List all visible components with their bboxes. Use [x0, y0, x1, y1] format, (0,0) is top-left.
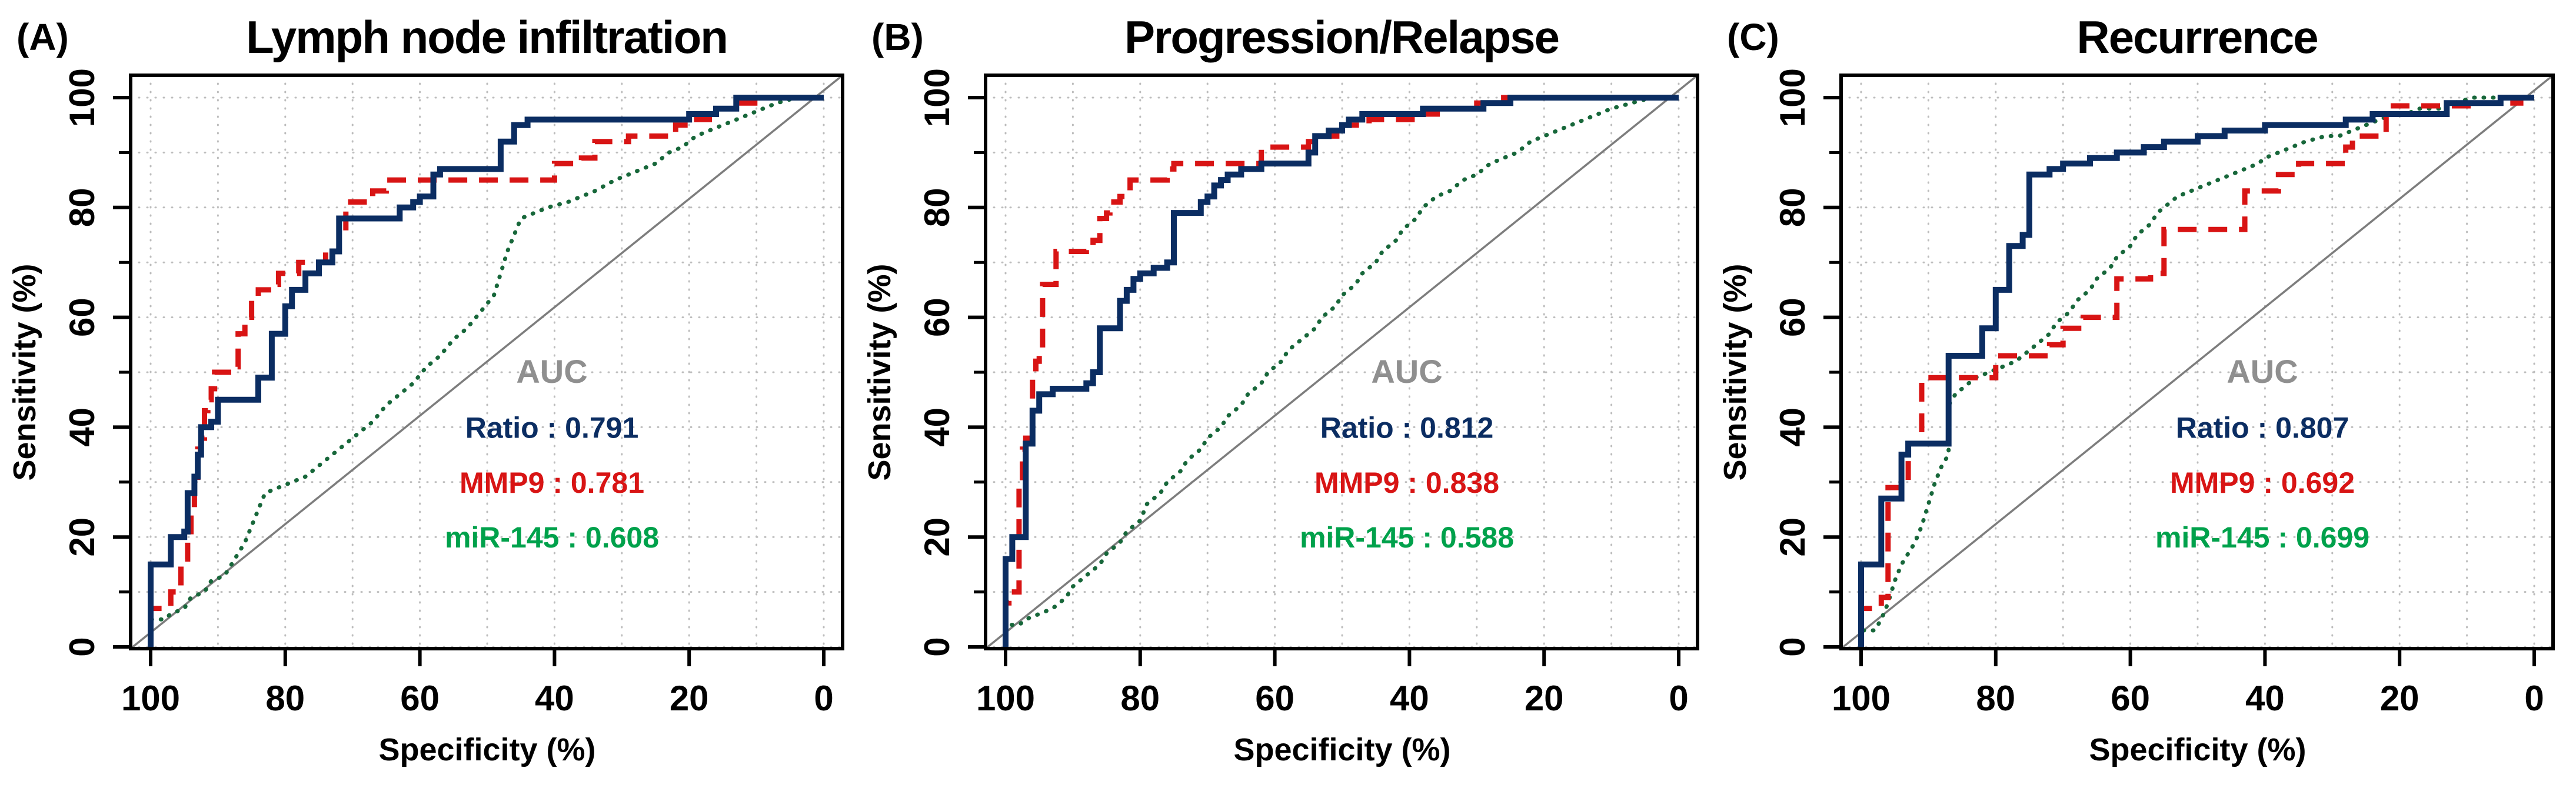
x-tick-label: 40 — [535, 679, 574, 718]
panel-a-letter: (A) — [16, 16, 69, 58]
roc-curve-mmp9 — [148, 95, 824, 647]
y-tick-label: 80 — [62, 188, 102, 227]
panel-c-title: Recurrence — [2076, 11, 2318, 63]
x-axis-title: Specificity (%) — [1233, 732, 1450, 767]
x-tick-label: 80 — [1120, 679, 1160, 718]
legend-entry-mmp9: MMP9 : 0.781 — [460, 466, 644, 499]
y-tick-label: 60 — [62, 298, 102, 337]
y-axis-title: Sensitivity (%) — [7, 263, 42, 480]
legend-title: AUC — [516, 353, 587, 390]
legend-title: AUC — [1371, 353, 1442, 390]
x-tick-label: 20 — [670, 679, 709, 718]
x-tick-label: 60 — [1255, 679, 1294, 718]
plot-box — [984, 74, 1699, 650]
y-tick-label: 40 — [917, 408, 957, 447]
x-tick-label: 0 — [2524, 679, 2544, 718]
y-tick-label: 20 — [917, 517, 957, 557]
x-tick-label: 60 — [2111, 679, 2150, 718]
diagonal-reference-line — [1840, 74, 2554, 650]
roc-plot-a: 100 80 60 40 20 0 0 20 40 60 80 100 Specificity (%) S… — [7, 68, 844, 767]
roc-curve-mmp9 — [1858, 95, 2534, 647]
diagonal-reference-line — [129, 74, 844, 650]
legend-entry-mir-145: miR-145 : 0.699 — [2155, 521, 2369, 554]
x-axis-title: Specificity (%) — [2089, 732, 2306, 767]
x-tick-label: 40 — [1390, 679, 1429, 718]
roc-curve-ratio — [1858, 95, 2534, 647]
panel-lymph-node-infiltration: (A) Lymph node infiltration 100 80 60 40 20 0… — [0, 0, 866, 788]
legend-entry-ratio: Ratio : 0.807 — [2176, 411, 2349, 444]
x-tick-label: 20 — [1525, 679, 1564, 718]
legend-entry-mmp9: MMP9 : 0.692 — [2170, 466, 2355, 499]
x-tick-label: 60 — [400, 679, 440, 718]
y-tick-label: 20 — [62, 517, 102, 557]
y-tick-label: 0 — [62, 637, 102, 656]
roc-curve-ratio — [148, 95, 824, 647]
roc-curve-mir-145 — [1003, 95, 1681, 649]
x-tick-label: 40 — [2245, 679, 2285, 718]
roc-curve-mir-145 — [148, 95, 826, 649]
y-tick-label: 80 — [917, 188, 957, 227]
diagonal-reference-line — [984, 74, 1699, 650]
legend-entry-mir-145: miR-145 : 0.588 — [1300, 521, 1514, 554]
roc-plot-b: 100 80 60 40 20 0 0 20 40 60 80 100 Specificity (%) S… — [862, 68, 1699, 767]
y-axis-title: Sensitivity (%) — [1718, 263, 1753, 480]
x-tick-label: 80 — [265, 679, 305, 718]
y-tick-label: 60 — [917, 298, 957, 337]
roc-plot-c: 100 80 60 40 20 0 0 20 40 60 80 100 Specificity (%) S… — [1718, 68, 2555, 767]
legend-title: AUC — [2226, 353, 2298, 390]
panel-c-letter: (C) — [1727, 16, 1779, 58]
y-tick-label: 100 — [1773, 68, 1812, 127]
y-axis-title: Sensitivity (%) — [862, 263, 897, 480]
y-tick-label: 60 — [1773, 298, 1812, 337]
x-tick-label: 0 — [1669, 679, 1688, 718]
x-tick-label: 100 — [976, 679, 1035, 718]
y-tick-label: 100 — [62, 68, 102, 127]
y-tick-label: 20 — [1773, 517, 1812, 557]
legend-entry-ratio: Ratio : 0.812 — [1320, 411, 1494, 444]
legend-entry-ratio: Ratio : 0.791 — [465, 411, 639, 444]
roc-curve-ratio — [1003, 95, 1679, 647]
panel-progression-relapse: (B) Progression/Relapse 100 80 60 40 20 0 0 20 4… — [855, 0, 1720, 788]
x-tick-label: 100 — [121, 679, 180, 718]
panel-b-letter: (B) — [871, 16, 924, 58]
y-tick-label: 100 — [917, 68, 957, 127]
panel-a-title: Lymph node infiltration — [246, 11, 728, 63]
x-axis-title: Specificity (%) — [378, 732, 595, 767]
y-tick-label: 40 — [62, 408, 102, 447]
plot-box — [129, 74, 844, 650]
plot-box — [1839, 74, 2555, 650]
panel-b-title: Progression/Relapse — [1124, 11, 1560, 63]
legend-entry-mir-145: miR-145 : 0.608 — [445, 521, 659, 554]
roc-curve-mmp9 — [1003, 95, 1679, 647]
y-tick-label: 40 — [1773, 408, 1812, 447]
y-tick-label: 0 — [917, 637, 957, 656]
legend-entry-mmp9: MMP9 : 0.838 — [1314, 466, 1499, 499]
x-tick-label: 80 — [1976, 679, 2015, 718]
y-tick-label: 80 — [1773, 188, 1812, 227]
x-tick-label: 100 — [1832, 679, 1891, 718]
x-tick-label: 20 — [2380, 679, 2419, 718]
x-tick-label: 0 — [814, 679, 833, 718]
y-tick-label: 0 — [1773, 637, 1812, 656]
panel-recurrence: (C) Recurrence 100 80 60 40 20 0 0 20 40 60 80 100 S… — [1710, 0, 2576, 788]
